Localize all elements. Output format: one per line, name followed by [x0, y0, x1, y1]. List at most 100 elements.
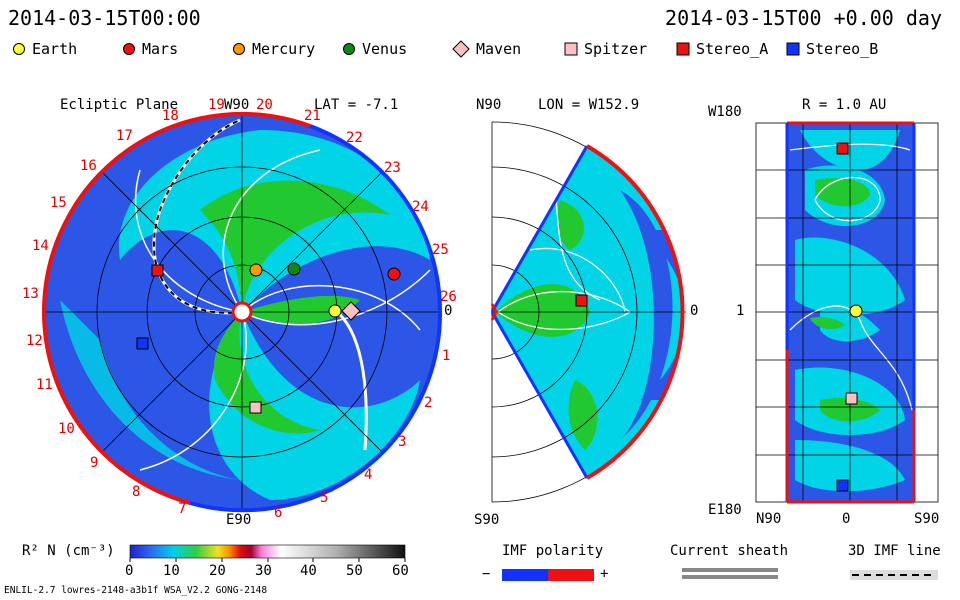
earth-marker — [328, 304, 342, 318]
mercury-marker — [249, 263, 263, 277]
imf-positive-swatch — [548, 569, 594, 581]
sphere-title: R = 1.0 AU — [802, 97, 887, 113]
legend-label: Spitzer — [584, 40, 648, 58]
colorbar-tick: 30 — [255, 563, 272, 579]
sphere-map-plot — [755, 121, 939, 504]
colorbar-tick: 10 — [163, 563, 180, 579]
carrington-label: 2 — [424, 395, 433, 411]
legend-earth: Earth — [12, 40, 77, 58]
carrington-label: 4 — [364, 467, 373, 483]
earth-marker-icon — [13, 43, 25, 55]
ecliptic-plane-plot — [42, 111, 443, 513]
imf-minus: − — [482, 566, 491, 582]
legend-label: Earth — [32, 40, 78, 58]
carrington-label: 18 — [162, 108, 179, 124]
sphere-bottom-s: S90 — [914, 511, 940, 527]
legend-label: Venus — [362, 40, 408, 58]
carrington-label: 21 — [304, 108, 321, 124]
colorbar-label: R² N (cm⁻³) — [22, 543, 115, 559]
sun-icon — [231, 301, 253, 323]
lat-label: LAT = -7.1 — [314, 97, 399, 113]
carrington-label: 6 — [274, 505, 283, 521]
spitzer-marker-sphere — [845, 392, 858, 405]
stereo-a-marker-meridional — [575, 294, 588, 307]
colorbar-tick: 20 — [209, 563, 226, 579]
time-left: 2014-03-15T00:00 — [8, 6, 201, 30]
stereo-a-marker — [151, 264, 164, 277]
stereo-b-marker-sphere — [836, 479, 849, 492]
earth-marker-sphere — [849, 304, 863, 318]
imf-line-title: 3D IMF line — [848, 543, 941, 559]
mars-marker-icon — [123, 43, 135, 55]
colorbar-tick: 0 — [125, 563, 134, 579]
carrington-label: 1 — [442, 348, 451, 364]
maven-marker — [341, 301, 361, 321]
carrington-label: 25 — [432, 242, 449, 258]
legend-spitzer: Spitzer — [564, 40, 647, 58]
carrington-label: 10 — [58, 421, 75, 437]
sphere-bottom-n: N90 — [756, 511, 782, 527]
colorbar-tick: 50 — [346, 563, 363, 579]
ecliptic-top-label: W90 — [224, 97, 250, 113]
meridional-plot — [490, 121, 686, 503]
time-right: 2014-03-15T00 +0.00 day — [665, 6, 942, 30]
mars-marker — [387, 267, 401, 281]
spitzer-marker — [249, 401, 262, 414]
carrington-label: 17 — [116, 128, 133, 144]
sphere-bottom-left: E180 — [708, 502, 742, 518]
venus-marker — [287, 262, 301, 276]
spitzer-marker-icon — [564, 42, 578, 56]
ecliptic-title: Ecliptic Plane — [60, 97, 179, 113]
carrington-label: 20 — [256, 97, 273, 113]
carrington-label: 12 — [26, 333, 43, 349]
ecliptic-right-label: 0 — [444, 303, 453, 319]
meridional-right-label: 0 — [690, 303, 699, 319]
legend-label: Stereo_B — [806, 40, 879, 58]
legend-stereo-a: Stereo_A — [676, 40, 768, 58]
maven-marker-icon — [452, 40, 470, 58]
meridional-top-label: N90 — [476, 97, 502, 113]
imf-plus: + — [600, 566, 609, 582]
carrington-label: 14 — [32, 238, 49, 254]
lon-label: LON = W152.9 — [538, 97, 640, 113]
model-info: ENLIL-2.7 lowres-2148-a3b1f WSA_V2.2 GON… — [4, 585, 268, 596]
meridional-bottom-label: S90 — [474, 512, 500, 528]
carrington-label: 24 — [412, 199, 429, 215]
carrington-label: 9 — [90, 455, 99, 471]
mercury-marker-icon — [233, 43, 245, 55]
venus-marker-icon — [343, 43, 355, 55]
carrington-label: 26 — [440, 289, 457, 305]
carrington-label: 8 — [132, 484, 141, 500]
carrington-label: 13 — [22, 286, 39, 302]
density-colorbar — [129, 544, 406, 559]
colorbar-tick: 60 — [392, 563, 409, 579]
carrington-label: 23 — [384, 160, 401, 176]
sphere-bottom-zero: 0 — [842, 511, 851, 527]
colorbar-tick: 40 — [300, 563, 317, 579]
imf-polarity-title: IMF polarity — [502, 543, 604, 559]
carrington-label: 11 — [36, 377, 53, 393]
legend-label: Mars — [142, 40, 179, 58]
ecliptic-bottom-label: E90 — [226, 512, 252, 528]
carrington-label: 22 — [346, 130, 363, 146]
sphere-top-left: W180 — [708, 104, 742, 120]
sphere-mid-left: 1 — [736, 303, 745, 319]
imf-negative-swatch — [502, 569, 548, 581]
legend-label: Maven — [476, 40, 522, 58]
carrington-label: 19 — [208, 97, 225, 113]
carrington-label: 5 — [320, 490, 329, 506]
legend-mercury: Mercury — [232, 40, 315, 58]
stereo-a-marker-icon — [676, 42, 690, 56]
carrington-label: 3 — [398, 434, 407, 450]
current-sheath-swatch — [682, 568, 778, 572]
stereo-b-marker — [136, 337, 149, 350]
legend-label: Stereo_A — [696, 40, 769, 58]
legend-venus: Venus — [342, 40, 407, 58]
legend-maven: Maven — [452, 40, 521, 58]
carrington-label: 7 — [178, 501, 187, 517]
legend-label: Mercury — [252, 40, 316, 58]
legend-mars: Mars — [122, 40, 178, 58]
legend-stereo-b: Stereo_B — [786, 40, 878, 58]
stereo-b-marker-icon — [786, 42, 800, 56]
